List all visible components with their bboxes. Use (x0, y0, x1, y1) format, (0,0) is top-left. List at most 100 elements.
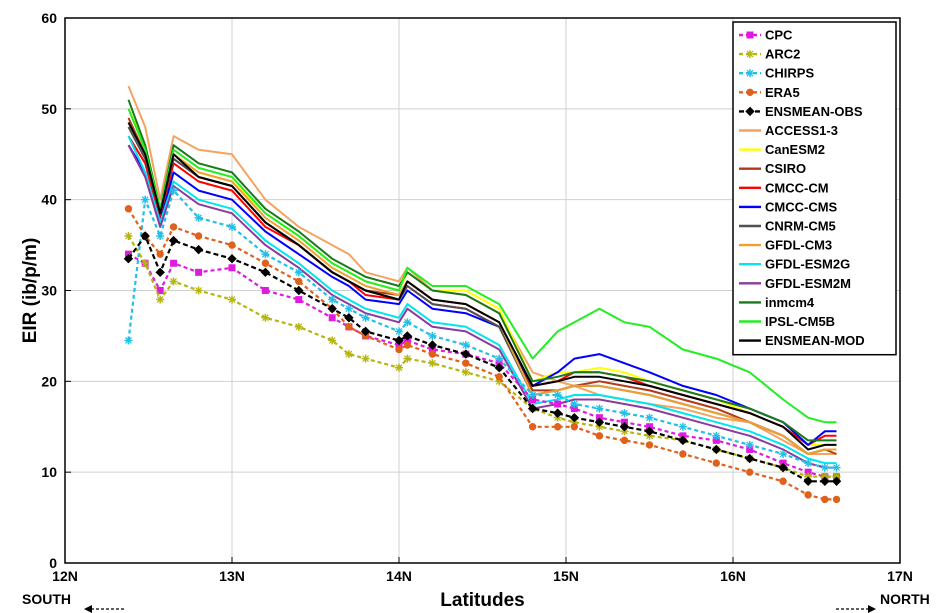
data-point-era5 (495, 373, 503, 381)
x-tick-label: 17N (887, 568, 913, 584)
legend-item: ERA5 (739, 85, 800, 100)
legend-label: inmcm4 (765, 295, 815, 310)
data-point-cpc (228, 264, 236, 272)
data-point-ensmean-obs (193, 244, 204, 255)
data-point-era5 (156, 250, 164, 258)
data-point-ensmean-obs (744, 453, 755, 464)
y-axis-label: EIR (ib/p/m) (20, 238, 41, 344)
data-point-cpc (170, 259, 178, 267)
data-point-arc2 (228, 295, 236, 304)
data-point-era5 (403, 341, 412, 349)
data-point-cpc (328, 314, 336, 322)
legend-marker (745, 106, 755, 117)
data-point-arc2 (361, 354, 370, 363)
data-point-era5 (228, 241, 236, 249)
data-point-ensmean-obs (227, 254, 237, 264)
data-point-chirps (344, 304, 353, 313)
data-point-ensmean-obs (552, 408, 563, 418)
y-tick-label: 20 (41, 373, 57, 389)
data-point-era5 (804, 491, 812, 499)
data-point-ensmean-obs (594, 417, 605, 427)
data-point-arc2 (344, 350, 353, 359)
data-point-chirps (141, 195, 150, 204)
x-tick-label: 12N (52, 568, 78, 584)
data-point-arc2 (328, 336, 337, 345)
series-ipsl-cm5b (127, 108, 837, 424)
data-point-chirps (294, 268, 303, 277)
series-gfdl-esm2m (127, 144, 837, 469)
data-point-chirps (361, 313, 370, 322)
data-point-chirps (620, 409, 629, 418)
data-point-ensmean-obs (123, 254, 134, 264)
data-point-era5 (712, 459, 720, 467)
legend-marker (746, 69, 754, 78)
x-tick-label: 13N (219, 568, 245, 584)
data-point-arc2 (428, 359, 437, 368)
data-point-ensmean-obs (711, 444, 722, 455)
legend-item: GFDL-CM3 (739, 238, 832, 253)
data-point-arc2 (141, 259, 150, 268)
data-point-era5 (124, 205, 133, 213)
data-point-arc2 (156, 295, 165, 304)
legend-label: ARC2 (765, 47, 800, 62)
data-point-arc2 (261, 313, 270, 322)
legend-label: ACCESS1-3 (765, 123, 838, 138)
legend-label: CPC (765, 28, 793, 43)
data-point-chirps (495, 354, 504, 363)
data-point-chirps (570, 400, 579, 409)
legend-label: GFDL-ESM2G (765, 257, 850, 272)
series-inmcm4 (127, 99, 837, 442)
y-tick-label: 50 (41, 101, 57, 117)
data-point-chirps (169, 186, 178, 195)
data-point-chirps (124, 336, 133, 345)
data-point-era5 (345, 323, 353, 331)
series-line-inmcm4 (127, 99, 837, 442)
data-point-era5 (261, 259, 270, 267)
data-point-chirps (328, 295, 337, 304)
data-point-ensmean-obs (155, 267, 165, 278)
data-point-ensmean-obs (260, 267, 271, 278)
legend-label: ENSMEAN-OBS (765, 104, 863, 119)
data-point-ensmean-obs (344, 313, 354, 323)
data-point-era5 (679, 450, 687, 458)
series-line-era5 (127, 208, 837, 501)
data-point-ensmean-obs (168, 235, 179, 246)
north-direction-label: NORTH (880, 591, 930, 607)
data-point-chirps (595, 404, 604, 413)
data-point-era5 (553, 423, 562, 431)
legend-label: CHIRPS (765, 66, 814, 81)
data-point-chirps (403, 318, 412, 327)
south-direction-label: SOUTH (22, 591, 71, 607)
data-point-era5 (570, 423, 579, 431)
data-point-era5 (779, 477, 787, 485)
x-axis-label: Latitudes (440, 590, 524, 611)
legend-item: CMCC-CM (739, 180, 829, 195)
data-point-ensmean-obs (778, 462, 788, 473)
legend-item: CPC (739, 28, 793, 43)
data-point-ensmean-obs (402, 331, 413, 341)
data-point-ensmean-obs (461, 349, 471, 359)
data-point-chirps (461, 341, 470, 349)
legend-label: CSIRO (765, 161, 806, 176)
north-arrow-icon (836, 605, 876, 613)
data-point-arc2 (403, 354, 412, 363)
data-point-chirps (745, 440, 754, 449)
data-point-era5 (428, 350, 437, 358)
y-tick-label: 40 (41, 192, 57, 208)
legend-item: ENSMEAN-OBS (739, 104, 863, 119)
legend-marker (746, 31, 754, 39)
data-point-chirps (553, 390, 562, 399)
data-point-chirps (261, 250, 270, 259)
y-axis-ticks: 0 10 20 30 40 50 60 (41, 10, 71, 571)
data-point-era5 (528, 423, 537, 431)
data-point-ensmean-obs (140, 231, 150, 241)
data-point-era5 (462, 359, 470, 367)
series-era5 (124, 205, 841, 504)
series-line-ipsl-cm5b (127, 108, 837, 424)
series-line-ensmean-mod (127, 122, 837, 451)
data-point-arc2 (169, 277, 178, 286)
legend-item: ENSMEAN-MOD (739, 333, 865, 348)
data-point-ensmean-obs (327, 303, 337, 314)
data-point-arc2 (461, 368, 470, 377)
data-point-chirps (712, 431, 721, 440)
